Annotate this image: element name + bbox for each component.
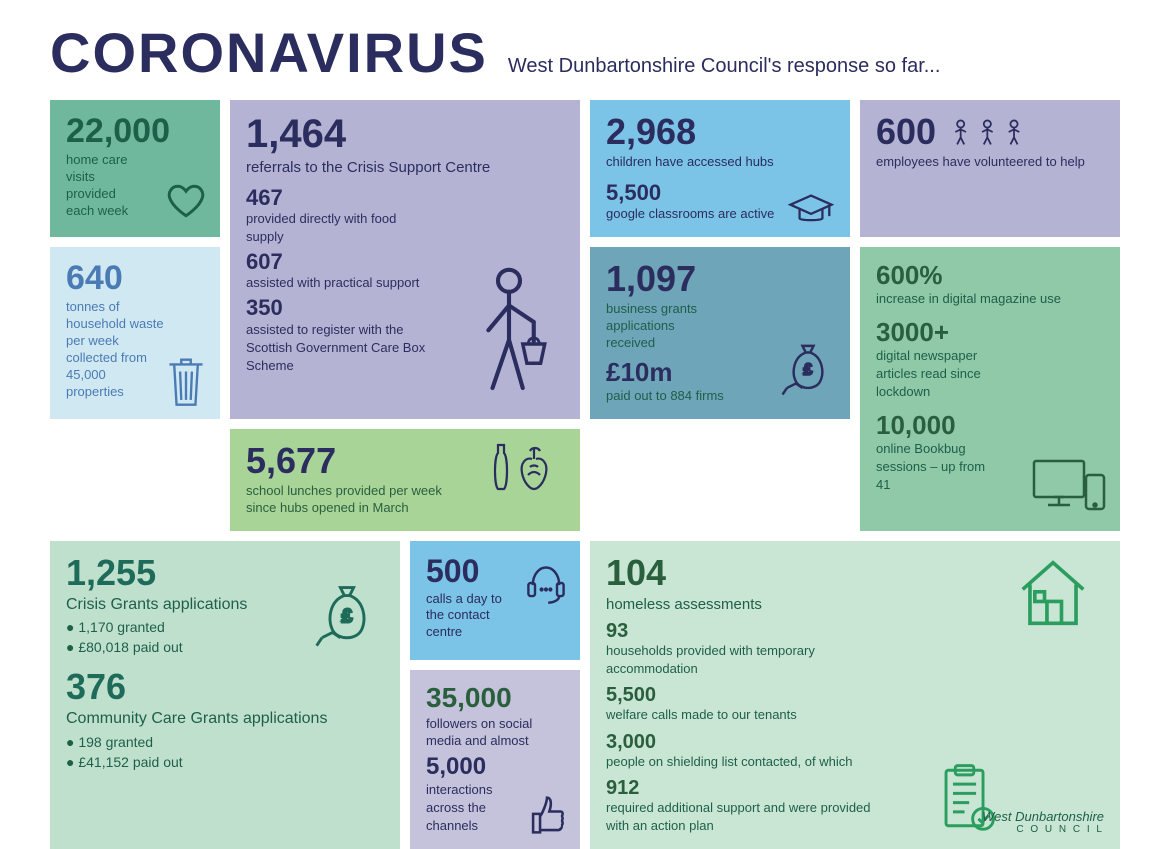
council-logo: West Dunbartonshire C O U N C I L <box>982 809 1104 835</box>
card-lunches: 5,677 school lunches provided per week s… <box>230 429 580 531</box>
page-title: CORONAVIRUS <box>50 20 488 85</box>
crisis-b2b: ● £41,152 paid out <box>66 754 384 770</box>
svg-text:£: £ <box>804 361 813 378</box>
card-homecare: 22,000 home care visits provided each we… <box>50 100 220 237</box>
ref-sub3-t: assisted to register with the Scottish G… <box>246 321 426 376</box>
ref-sub3-n: 350 <box>246 296 426 320</box>
h1t: households provided with temporary accom… <box>606 642 886 678</box>
headset-icon <box>524 563 568 605</box>
employees-num: 600 <box>876 114 936 150</box>
waste-label: tonnes of household waste per week colle… <box>66 299 166 400</box>
person-basket-icon <box>454 263 564 403</box>
h2t: welfare calls made to our tenants <box>606 706 886 724</box>
ref-sub2-t: assisted with practical support <box>246 274 426 292</box>
calls-label: calls a day to the contact centre <box>426 591 506 642</box>
children-num: 2,968 <box>606 114 834 150</box>
money-bag-icon: £ <box>314 577 380 651</box>
homecare-num: 22,000 <box>66 114 204 148</box>
page-subtitle: West Dunbartonshire Council's response s… <box>508 55 941 78</box>
h4n: 912 <box>606 777 886 799</box>
card-waste: 640 tonnes of household waste per week c… <box>50 247 220 418</box>
card-followers: 35,000 followers on social media and alm… <box>410 670 580 849</box>
ref-sub1-n: 467 <box>246 186 426 210</box>
dig1-t: increase in digital magazine use <box>876 290 1104 308</box>
referrals-label: referrals to the Crisis Support Centre <box>246 158 564 178</box>
card-crisis: 1,255 Crisis Grants applications ● 1,170… <box>50 541 400 849</box>
monitor-phone-icon <box>1030 455 1108 519</box>
dig1-n: 600% <box>876 261 1104 290</box>
lunches-num: 5,677 <box>246 443 446 479</box>
bottle-apple-icon <box>486 439 562 497</box>
dig2-t: digital newspaper articles read since lo… <box>876 347 1016 402</box>
dig3-t: online Bookbug sessions – up from 41 <box>876 440 996 495</box>
h3n: 3,000 <box>606 731 886 753</box>
crisis-num2: 376 <box>66 669 384 705</box>
thumbs-up-icon <box>526 793 568 837</box>
card-digital: 600% increase in digital magazine use 30… <box>860 247 1120 530</box>
money-bag-icon: £ <box>780 337 836 399</box>
infographic-grid: 22,000 home care visits provided each we… <box>50 100 1120 849</box>
grants-label: business grants applications received <box>606 301 716 352</box>
lunches-label: school lunches provided per week since h… <box>246 483 446 517</box>
crisis-b2a: ● 198 granted <box>66 734 384 750</box>
card-homeless: 104 homeless assessments 93 households p… <box>590 541 1120 849</box>
employees-label: employees have volunteered to help <box>876 154 1104 171</box>
card-grants: 1,097 business grants applications recei… <box>590 247 850 418</box>
card-calls: 500 calls a day to the contact centre <box>410 541 580 661</box>
crisis-lbl2: Community Care Grants applications <box>66 709 384 730</box>
children-label: children have accessed hubs <box>606 154 834 171</box>
bin-icon <box>164 355 208 407</box>
homecare-label: home care visits provided each week <box>66 152 146 220</box>
card-referrals: 1,464 referrals to the Crisis Support Ce… <box>230 100 580 419</box>
house-icon <box>1010 553 1096 633</box>
followers-num: 35,000 <box>426 684 564 712</box>
header: CORONAVIRUS West Dunbartonshire Council'… <box>50 20 1120 85</box>
followers-subt: interactions across the channels <box>426 781 506 836</box>
waste-num: 640 <box>66 261 204 295</box>
referrals-num: 1,464 <box>246 114 564 154</box>
graduation-cap-icon <box>788 191 834 223</box>
h4t: required additional support and were pro… <box>606 799 886 835</box>
h1n: 93 <box>606 620 886 642</box>
svg-text:£: £ <box>342 604 353 625</box>
grants-num: 1,097 <box>606 261 834 297</box>
dig2-n: 3000+ <box>876 318 1104 347</box>
dig3-n: 10,000 <box>876 411 1104 440</box>
h2n: 5,500 <box>606 684 886 706</box>
card-employees: 600 employees have volunteered to help <box>860 100 1120 237</box>
card-children: 2,968 children have accessed hubs 5,500 … <box>590 100 850 237</box>
ref-sub2-n: 607 <box>246 250 426 274</box>
ref-sub1-t: provided directly with food supply <box>246 210 426 246</box>
followers-label: followers on social media and almost <box>426 716 564 750</box>
people-icon <box>950 116 1030 148</box>
h3t: people on shielding list contacted, of w… <box>606 753 886 771</box>
heart-icon <box>166 183 206 219</box>
followers-subn: 5,000 <box>426 754 564 780</box>
